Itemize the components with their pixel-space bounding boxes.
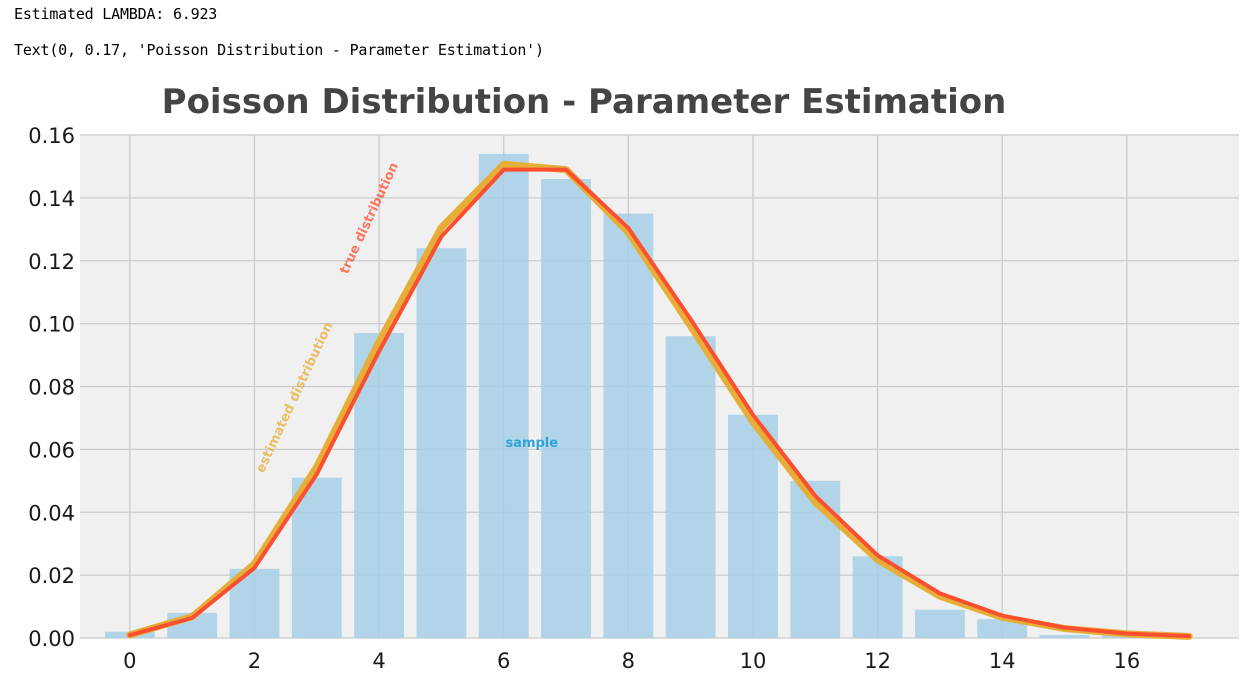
sample-bars [104, 153, 1152, 639]
chart-title: Poisson Distribution - Parameter Estimat… [162, 82, 1007, 122]
sample-bar-14 [977, 619, 1028, 638]
y-tick-label-0.06: 0.06 [28, 438, 75, 462]
sample-bar-11 [790, 480, 841, 638]
x-tick-label-16: 16 [1113, 649, 1140, 673]
x-tick-label-0: 0 [123, 649, 136, 673]
y-tick-label-0.10: 0.10 [28, 313, 75, 337]
output-lambda-line: Estimated LAMBDA: 6.923 [14, 5, 218, 23]
sample-bar-5 [416, 248, 467, 639]
y-tick-label-0.14: 0.14 [28, 187, 75, 211]
y-tick-label-0.00: 0.00 [28, 627, 75, 651]
true-distribution-line [127, 167, 1192, 639]
sample-bar-15 [1039, 634, 1090, 638]
x-tick-label-12: 12 [864, 649, 891, 673]
sample-bar-8 [603, 213, 654, 638]
sample-bar-7 [541, 179, 591, 638]
sample-bar-6 [478, 153, 529, 639]
x-tick-label-2: 2 [248, 649, 261, 673]
sample-bar-13 [914, 609, 965, 638]
y-tick-label-0.02: 0.02 [28, 564, 75, 588]
distribution-lines [126, 160, 1193, 640]
sample-bar-3 [291, 477, 342, 638]
annotation-sample: sample [505, 436, 558, 451]
y-tick-label-0.04: 0.04 [28, 501, 75, 525]
y-tick-label-0.16: 0.16 [28, 124, 75, 148]
x-tick-label-6: 6 [497, 649, 510, 673]
sample-bar-10 [728, 414, 778, 638]
output-text-repr-line: Text(0, 0.17, 'Poisson Distribution - Pa… [14, 41, 544, 59]
x-tick-label-10: 10 [740, 649, 767, 673]
sample-bar-9 [665, 336, 716, 638]
x-tick-label-8: 8 [622, 649, 635, 673]
x-tick-label-4: 4 [372, 649, 385, 673]
tick-labels: 0 2 4 6 8 10 12 14 16 0.00 0.02 0.04 0.06 0.08 0.10 0.1… [28, 124, 1140, 673]
x-tick-label-14: 14 [989, 649, 1016, 673]
y-tick-label-0.08: 0.08 [28, 376, 75, 400]
y-tick-label-0.12: 0.12 [28, 250, 75, 274]
